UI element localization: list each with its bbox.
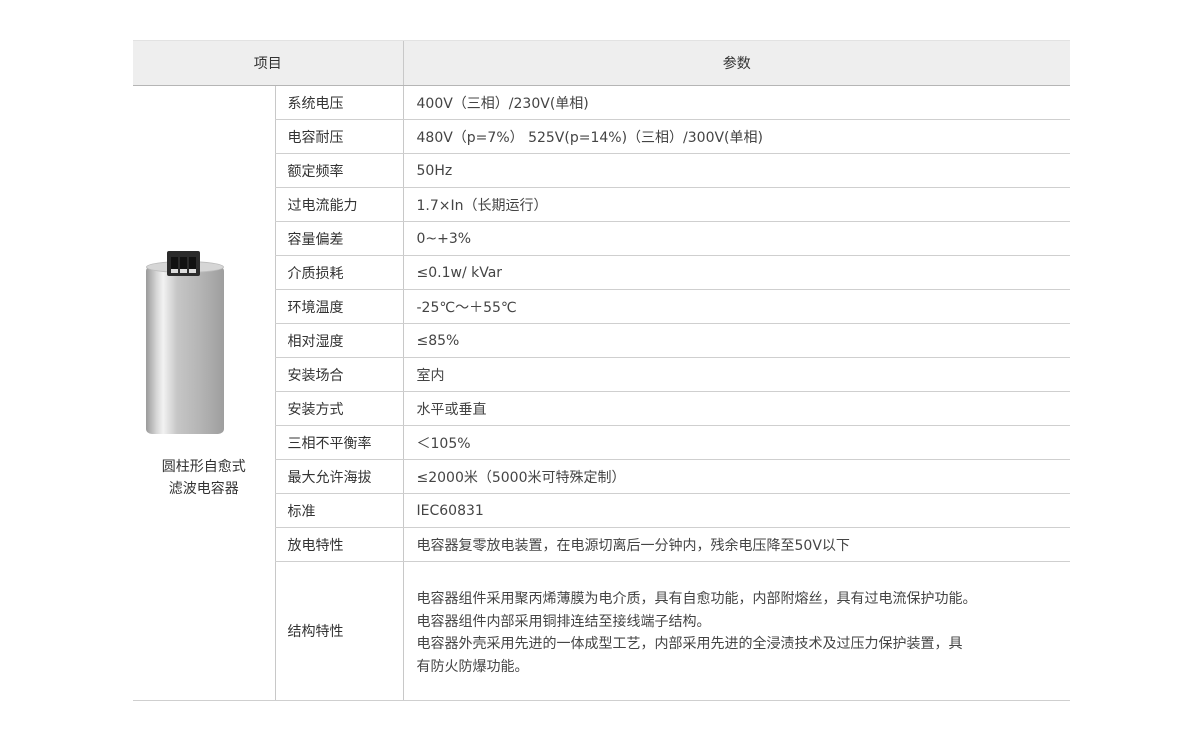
row-value: ≤0.1w/ kVar (402, 255, 1070, 290)
table-row: 三相不平衡率 ＜105% (133, 425, 1070, 460)
row-label: 放电特性 (274, 527, 403, 562)
row-label: 电容耐压 (274, 119, 403, 154)
row-value: 400V（三相）/230V(单相) (402, 85, 1070, 120)
structure-line: 电容器组件采用聚丙烯薄膜为电介质，具有自愈功能，内部附熔丝，具有过电流保护功能。 (416, 591, 977, 607)
row-label: 额定频率 (274, 153, 403, 188)
row-label: 安装场合 (274, 357, 403, 392)
row-label: 最大允许海拔 (274, 459, 403, 494)
table-row: 容量偏差 0~+3% (133, 221, 1070, 256)
row-value: 0~+3% (402, 221, 1070, 256)
row-value: ＜105% (402, 425, 1070, 460)
row-value: 室内 (402, 357, 1070, 392)
header-params: 参数 (402, 40, 1070, 86)
structure-line: 电容器外壳采用先进的一体成型工艺，内部采用先进的全浸渍技术及过压力保护装置，具 (416, 636, 963, 652)
structure-line: 电容器组件内部采用铜排连结至接线端子结构。 (416, 613, 711, 630)
row-value: 水平或垂直 (402, 391, 1070, 426)
table-row: 最大允许海拔 ≤2000米（5000米可特殊定制） (133, 459, 1070, 494)
table-row: 额定频率 50Hz (133, 153, 1070, 188)
table-row: 相对湿度 ≤85% (133, 323, 1070, 358)
terminal-block-icon (167, 251, 200, 276)
structure-line: 有防火防爆功能。 (416, 658, 529, 675)
header-row: 项目 参数 (133, 40, 1070, 86)
table-row: 安装场合 室内 (133, 357, 1070, 392)
row-value: ≤85% (402, 323, 1070, 358)
table-row: 介质损耗 ≤0.1w/ kVar (133, 255, 1070, 290)
row-value: ≤2000米（5000米可特殊定制） (402, 459, 1070, 494)
product-cell: 圆柱形自愈式 滤波电容器 (133, 85, 275, 701)
row-label: 标准 (274, 493, 403, 528)
header-item: 项目 (133, 40, 403, 86)
table-row: 标准 IEC60831 (133, 493, 1070, 528)
product-name-line2: 滤波电容器 (168, 481, 239, 497)
row-value: 电容器组件采用聚丙烯薄膜为电介质，具有自愈功能，内部附熔丝，具有过电流保护功能。… (402, 561, 1070, 701)
product-name-line1: 圆柱形自愈式 (161, 459, 246, 475)
table-row: 放电特性 电容器复零放电装置，在电源切离后一分钟内，残余电压降至50V以下 (133, 527, 1070, 562)
row-value: 480V（p=7%） 525V(p=14%)（三相）/300V(单相) (402, 119, 1070, 154)
product-name: 圆柱形自愈式 滤波电容器 (133, 456, 275, 500)
row-label: 系统电压 (274, 85, 403, 120)
row-value: IEC60831 (402, 493, 1070, 528)
table-row-structure: 结构特性 电容器组件采用聚丙烯薄膜为电介质，具有自愈功能，内部附熔丝，具有过电流保… (133, 561, 1070, 701)
row-label: 过电流能力 (274, 187, 403, 222)
row-value: 50Hz (402, 153, 1070, 188)
table-row: 过电流能力 1.7×In（长期运行） (133, 187, 1070, 222)
row-label: 结构特性 (274, 561, 403, 701)
table-row: 安装方式 水平或垂直 (133, 391, 1070, 426)
row-label: 安装方式 (274, 391, 403, 426)
row-label: 介质损耗 (274, 255, 403, 290)
row-label: 容量偏差 (274, 221, 403, 256)
row-value: 1.7×In（长期运行） (402, 187, 1070, 222)
row-label: 环境温度 (274, 289, 403, 324)
row-label: 三相不平衡率 (274, 425, 403, 460)
row-value: -25℃～＋55℃ (402, 289, 1070, 324)
table-row: 环境温度 -25℃～＋55℃ (133, 289, 1070, 324)
table-row: 电容耐压 480V（p=7%） 525V(p=14%)（三相）/300V(单相) (133, 119, 1070, 154)
table-row: 圆柱形自愈式 滤波电容器 系统电压 400V（三相）/230V(单相) (133, 85, 1070, 701)
row-label: 相对湿度 (274, 323, 403, 358)
spec-table: 项目 参数 圆柱形自愈式 滤波电容器 系统电压 400 (133, 40, 1070, 701)
row-value: 电容器复零放电装置，在电源切离后一分钟内，残余电压降至50V以下 (402, 527, 1070, 562)
